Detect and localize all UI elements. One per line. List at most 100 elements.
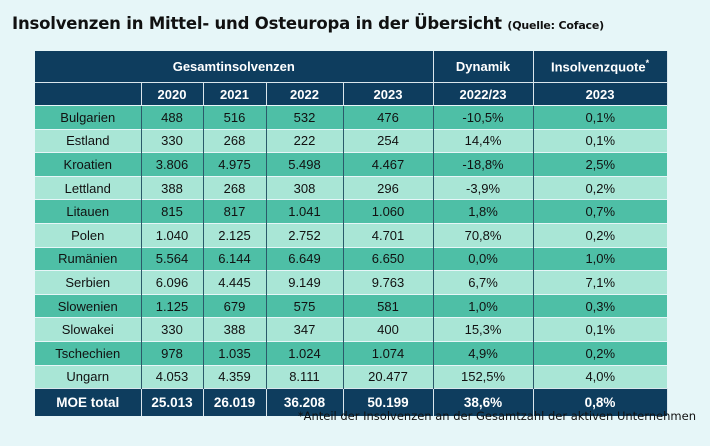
value-cell: 1,0% xyxy=(433,293,534,318)
value-cell: 4.053 xyxy=(141,364,204,389)
total-value-cell: 26.019 xyxy=(203,388,267,417)
value-cell: 15,3% xyxy=(433,317,534,342)
table-row: Serbien 6.096 4.445 9.149 9.763 6,7% 7,1% xyxy=(35,270,668,295)
value-cell: 1.024 xyxy=(266,340,344,366)
value-cell: 581 xyxy=(343,293,434,318)
value-cell: 388 xyxy=(141,175,204,200)
value-cell: 488 xyxy=(141,105,204,130)
value-cell: 1.074 xyxy=(343,340,434,366)
country-cell: Kroatien xyxy=(35,152,142,177)
value-cell: 4,0% xyxy=(533,364,668,389)
value-cell: 2.752 xyxy=(266,222,344,248)
value-cell: 6,7% xyxy=(433,270,534,295)
value-cell: 308 xyxy=(266,175,344,200)
table-row: Estland 330 268 222 254 14,4% 0,1% xyxy=(35,128,668,153)
value-cell: 8.111 xyxy=(266,364,344,389)
value-cell: 817 xyxy=(203,199,267,224)
value-cell: 0,0% xyxy=(433,246,534,271)
value-cell: 152,5% xyxy=(433,364,534,389)
value-cell: 1.035 xyxy=(203,340,267,366)
value-cell: 14,4% xyxy=(433,128,534,153)
column-header: 2022/23 xyxy=(433,82,534,106)
value-cell: 347 xyxy=(266,317,344,342)
value-cell: 388 xyxy=(203,317,267,342)
value-cell: 2,5% xyxy=(533,152,668,177)
value-cell: 6.096 xyxy=(141,270,204,295)
source-label: (Quelle: Coface) xyxy=(507,19,604,32)
value-cell: 0,7% xyxy=(533,199,668,224)
value-cell: 476 xyxy=(343,105,434,130)
header-group-row: Gesamtinsolvenzen Dynamik Insolvenzquote… xyxy=(35,51,668,83)
header-gesamtinsolvenzen: Gesamtinsolvenzen xyxy=(35,51,434,83)
value-cell: 532 xyxy=(266,105,344,130)
value-cell: 4.445 xyxy=(203,270,267,295)
total-value-cell: 0,8% xyxy=(533,388,668,417)
value-cell: 4.359 xyxy=(203,364,267,389)
value-cell: 1.125 xyxy=(141,293,204,318)
table-row: Litauen 815 817 1.041 1.060 1,8% 0,7% xyxy=(35,199,668,224)
country-cell: Ungarn xyxy=(35,364,142,389)
value-cell: 1,0% xyxy=(533,246,668,271)
value-cell: 978 xyxy=(141,340,204,366)
column-header: 2020 xyxy=(141,82,204,106)
value-cell: 9.763 xyxy=(343,270,434,295)
header-empty-cell xyxy=(35,82,142,106)
value-cell: 5.498 xyxy=(266,152,344,177)
value-cell: 679 xyxy=(203,293,267,318)
value-cell: 1,8% xyxy=(433,199,534,224)
value-cell: 222 xyxy=(266,128,344,153)
value-cell: 0,3% xyxy=(533,293,668,318)
table-row: Tschechien 978 1.035 1.024 1.074 4,9% 0,2% xyxy=(35,340,668,366)
country-cell: Tschechien xyxy=(35,340,142,366)
value-cell: -10,5% xyxy=(433,105,534,130)
column-header: 2021 xyxy=(203,82,267,106)
title-text: Insolvenzen in Mittel- und Osteuropa in … xyxy=(12,14,502,33)
total-value-cell: 25.013 xyxy=(141,388,204,417)
chart-title: Insolvenzen in Mittel- und Osteuropa in … xyxy=(12,14,604,33)
table-row: Bulgarien 488 516 532 476 -10,5% 0,1% xyxy=(35,105,668,130)
value-cell: 6.649 xyxy=(266,246,344,271)
header-dynamik: Dynamik xyxy=(433,51,534,83)
value-cell: 575 xyxy=(266,293,344,318)
value-cell: 0,2% xyxy=(533,175,668,200)
value-cell: 4,9% xyxy=(433,340,534,366)
country-cell: Rumänien xyxy=(35,246,142,271)
column-header: 2023 xyxy=(533,82,668,106)
value-cell: 268 xyxy=(203,128,267,153)
value-cell: 330 xyxy=(141,128,204,153)
value-cell: 6.650 xyxy=(343,246,434,271)
table-row: Lettland 388 268 308 296 -3,9% 0,2% xyxy=(35,175,668,200)
total-value-cell: 50.199 xyxy=(343,388,434,417)
value-cell: 0,1% xyxy=(533,317,668,342)
value-cell: 20.477 xyxy=(343,364,434,389)
total-value-cell: 38,6% xyxy=(433,388,534,417)
table-row: Polen 1.040 2.125 2.752 4.701 70,8% 0,2% xyxy=(35,222,668,248)
footnote-mark: * xyxy=(645,58,650,69)
header-insolvenzquote-text: Insolvenzquote xyxy=(550,59,646,75)
insolvency-table: Gesamtinsolvenzen Dynamik Insolvenzquote… xyxy=(35,51,668,417)
table-row: Ungarn 4.053 4.359 8.111 20.477 152,5% 4,0% xyxy=(35,364,668,389)
value-cell: 254 xyxy=(343,128,434,153)
header-year-row: 2020 2021 2022 2023 2022/23 2023 xyxy=(35,82,668,106)
table-row: Kroatien 3.806 4.975 5.498 4.467 -18,8% 2,5% xyxy=(35,152,668,177)
value-cell: 4.975 xyxy=(203,152,267,177)
table-row: Rumänien 5.564 6.144 6.649 6.650 0,0% 1,0% xyxy=(35,246,668,271)
value-cell: 0,1% xyxy=(533,105,668,130)
country-cell: Bulgarien xyxy=(35,105,142,130)
value-cell: 0,2% xyxy=(533,222,668,248)
value-cell: 2.125 xyxy=(203,222,267,248)
value-cell: 1.041 xyxy=(266,199,344,224)
country-cell: Lettland xyxy=(35,175,142,200)
value-cell: -3,9% xyxy=(433,175,534,200)
country-cell: Serbien xyxy=(35,270,142,295)
value-cell: 516 xyxy=(203,105,267,130)
value-cell: 6.144 xyxy=(203,246,267,271)
country-cell: Polen xyxy=(35,222,142,248)
country-cell: Slowakei xyxy=(35,317,142,342)
total-value-cell: 36.208 xyxy=(266,388,344,417)
table-row: Slowenien 1.125 679 575 581 1,0% 0,3% xyxy=(35,293,668,318)
value-cell: 3.806 xyxy=(141,152,204,177)
total-row: MOE total 25.013 26.019 36.208 50.199 38,6% 0,… xyxy=(35,388,668,417)
value-cell: 815 xyxy=(141,199,204,224)
country-cell: Estland xyxy=(35,128,142,153)
